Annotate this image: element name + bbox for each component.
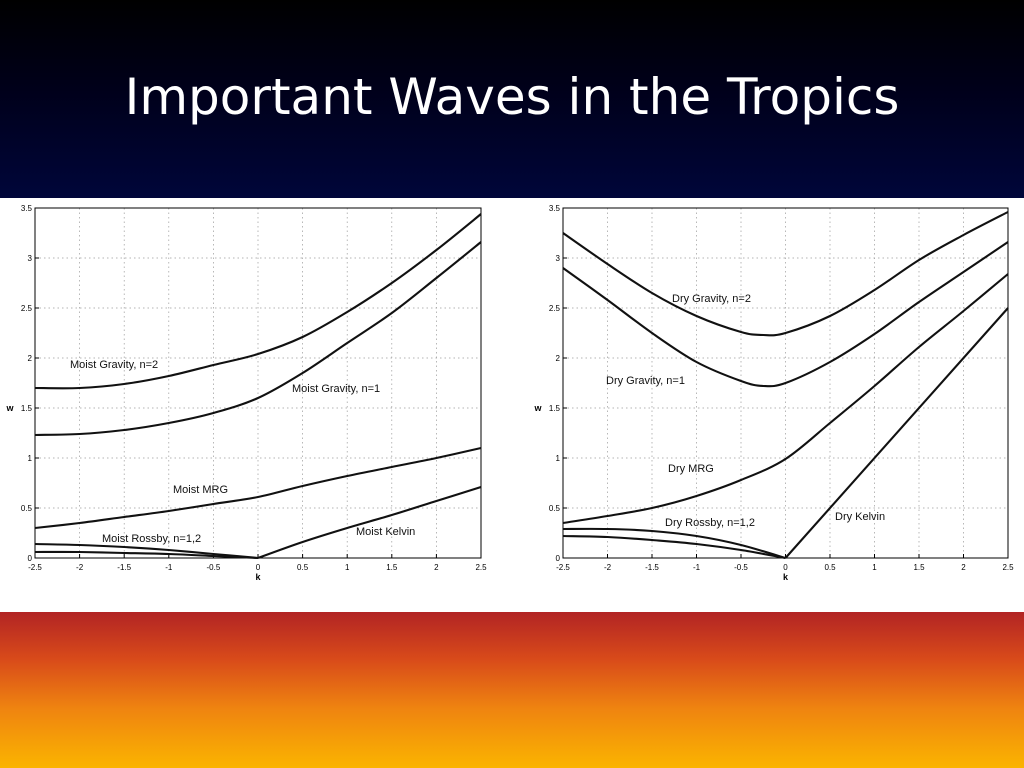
y-axis-label: w: [5, 403, 14, 413]
x-tick-label: 2: [434, 563, 439, 572]
series-line: [562, 534, 786, 560]
y-tick-label: 2: [28, 354, 33, 363]
moist-gravity-n1-label: Moist Gravity, n=1: [292, 383, 380, 395]
x-tick-label: 1.5: [913, 563, 925, 572]
moist-mrg-label: Moist MRG: [173, 484, 228, 496]
y-tick-label: 1: [556, 454, 561, 463]
dry-dispersion-chart: -2.5 -2 -1.5 -1 -0.5 0 0.5 1 1.5 2 2.5 0 0.5 1 1.5 2 2.5…: [533, 204, 1014, 582]
x-tick-label: 1: [345, 563, 350, 572]
y-tick-label: 1.5: [549, 404, 561, 413]
y-tick-label: 3.5: [549, 204, 561, 213]
x-tick-label: 0: [783, 563, 788, 572]
series-line: [257, 485, 482, 559]
y-tick-label: 2: [556, 354, 561, 363]
x-tick-label: 0: [256, 563, 261, 572]
series-line: [34, 213, 482, 390]
x-tick-label: -2.5: [556, 563, 570, 572]
dry-kelvin-label: Dry Kelvin: [835, 511, 885, 523]
series-line: [34, 446, 482, 530]
x-tick-label: -1.5: [645, 563, 659, 572]
dry-gravity-n1-label: Dry Gravity, n=1: [606, 375, 685, 387]
y-tick-label: 0: [28, 554, 33, 563]
x-tick-label: 1: [872, 563, 877, 572]
moist-dispersion-chart: -2.5 -2 -1.5 -1 -0.5 0 0.5 1 1.5 2 2.5 0 0.5 1 1.5 2 2.5…: [5, 204, 487, 582]
figure-area: -2.5 -2 -1.5 -1 -0.5 0 0.5 1 1.5 2 2.5 0 0.5 1 1.5 2 2.5…: [0, 198, 1024, 612]
y-tick-label: 0: [556, 554, 561, 563]
dry-gravity-n2-label: Dry Gravity, n=2: [672, 293, 751, 305]
x-axis-label: k: [255, 572, 261, 582]
series-line: [34, 542, 259, 560]
x-axis-label: k: [783, 572, 789, 582]
y-tick-label: 1.5: [21, 404, 33, 413]
y-tick-label: 2.5: [549, 304, 561, 313]
y-tick-label: 0.5: [21, 504, 33, 513]
x-tick-label: 0.5: [824, 563, 836, 572]
series-line: [784, 307, 1009, 559]
y-tick-label: 3.5: [21, 204, 33, 213]
x-tick-label: -0.5: [734, 563, 748, 572]
bottom-gradient-band: [0, 612, 1024, 768]
x-tick-label: -2.5: [28, 563, 42, 572]
x-tick-label: 2.5: [1002, 563, 1014, 572]
x-tick-label: 2.5: [475, 563, 487, 572]
series-line: [34, 550, 259, 560]
dry-mrg-label: Dry MRG: [668, 463, 714, 475]
moist-kelvin-label: Moist Kelvin: [356, 526, 415, 538]
x-tick-label: -2: [604, 563, 612, 572]
dispersion-figure: -2.5 -2 -1.5 -1 -0.5 0 0.5 1 1.5 2 2.5 0 0.5 1 1.5 2 2.5…: [5, 204, 1014, 582]
series-line: [562, 241, 1009, 388]
moist-gravity-n2-label: Moist Gravity, n=2: [70, 359, 158, 371]
series-line: [562, 211, 1009, 337]
x-tick-label: 1.5: [386, 563, 398, 572]
moist-rossby-label: Moist Rossby, n=1,2: [102, 533, 201, 545]
x-tick-label: -1: [165, 563, 173, 572]
x-tick-label: 0.5: [297, 563, 309, 572]
slide-title: Important Waves in the Tropics: [124, 68, 900, 126]
y-tick-label: 1: [28, 454, 33, 463]
y-tick-label: 3: [556, 254, 561, 263]
x-tick-label: -1: [693, 563, 701, 572]
series-line: [34, 241, 482, 437]
x-tick-label: 2: [961, 563, 966, 572]
y-tick-label: 2.5: [21, 304, 33, 313]
x-tick-label: -2: [76, 563, 84, 572]
x-tick-label: -0.5: [207, 563, 221, 572]
y-tick-label: 3: [28, 254, 33, 263]
x-tick-label: -1.5: [117, 563, 131, 572]
y-axis-label: w: [533, 403, 542, 413]
y-tick-label: 0.5: [549, 504, 561, 513]
series-line: [562, 527, 786, 560]
dry-rossby-label: Dry Rossby, n=1,2: [665, 517, 755, 529]
series-line: [562, 273, 1009, 525]
title-band: Important Waves in the Tropics: [0, 0, 1024, 198]
